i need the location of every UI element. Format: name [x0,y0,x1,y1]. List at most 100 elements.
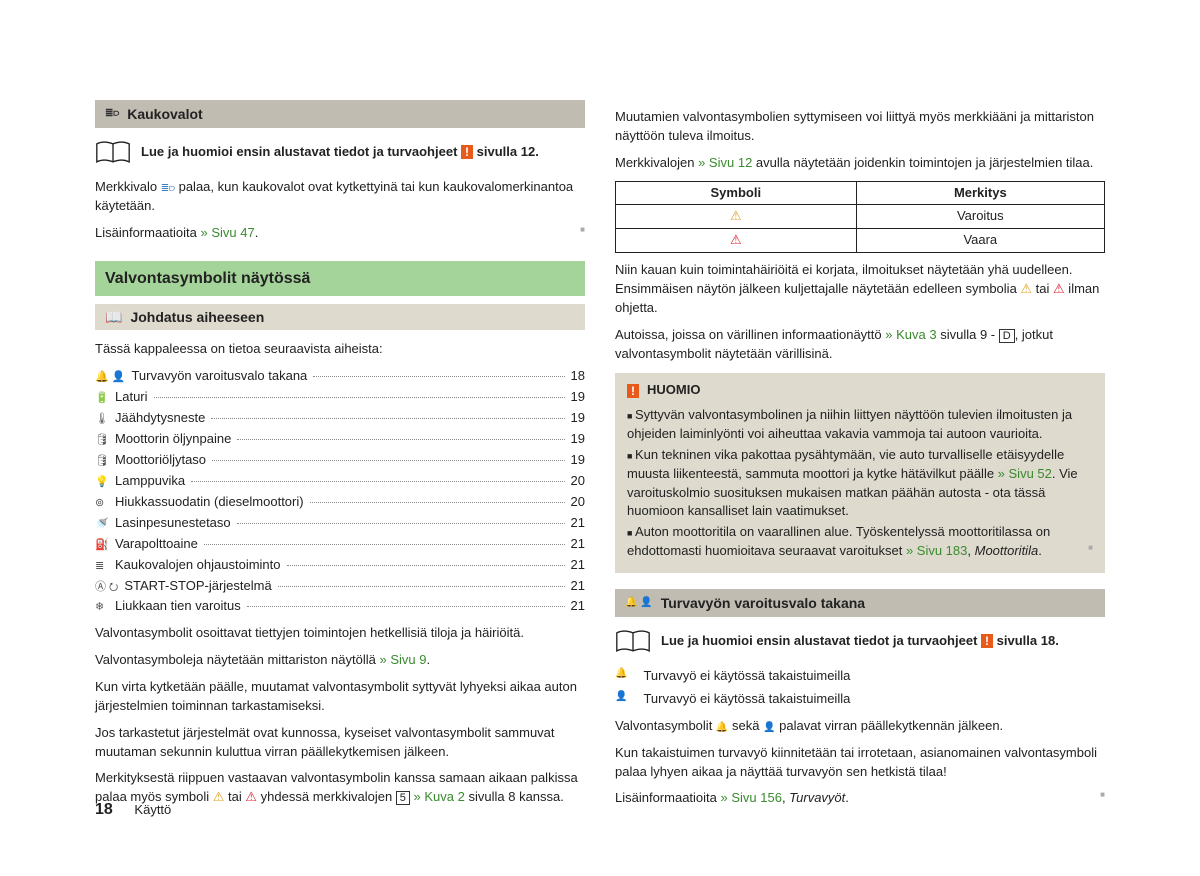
danger-triangle-icon: ⚠ [245,789,257,804]
toc-dots [211,418,564,419]
belt-status-row: 🔔 Turvavyö ei käytössä takaistuimeilla [615,667,1105,686]
paragraph: Jos tarkastetut järjestelmät ovat kunnos… [95,724,585,762]
toc-entry[interactable]: 🚿Lasinpesunestetaso21 [95,514,585,533]
callout-badge: 5 [396,791,410,805]
toc-entry[interactable]: ❄Liukkaan tien varoitus21 [95,597,585,616]
figure-ref-link[interactable]: » Kuva 3 [885,327,936,342]
intro-text: Tässä kappaleessa on tietoa seuraavista … [95,340,585,359]
seatbelt-on-icon: 👤 [763,722,775,733]
paragraph: Valvontasymbolit osoittavat tiettyjen to… [95,624,585,643]
page-ref-link[interactable]: » Sivu 12 [698,155,752,170]
callout-badge: D [999,329,1015,343]
paragraph: Kun takaistuimen turvavyö kiinnitetään t… [615,744,1105,782]
toc-entry[interactable]: Ⓐ ⭮START-STOP-järjestelmä21 [95,577,585,596]
toc-dots [204,544,565,545]
book-icon [615,627,651,655]
page-columns: ≣⫐ Kaukovalot Lue ja huomioi ensin alust… [95,100,1105,790]
toc-icon: 🛢 [95,433,109,449]
seatbelt-icon: 🔔 👤 [625,596,653,611]
warning-triangle-icon: ⚠ [1020,281,1032,296]
read-first-notice: Lue ja huomioi ensin alustavat tiedot ja… [615,627,1105,655]
toc-page: 19 [571,409,585,428]
page-ref-link[interactable]: » Sivu 183 [906,543,967,558]
warn-badge: ! [461,145,473,159]
toc-page: 20 [571,493,585,512]
table-header: Symboli [616,181,857,205]
toc-entry[interactable]: ⊚Hiukkassuodatin (dieselmoottori)20 [95,493,585,512]
paragraph: Merkkivalo ≣⫐ palaa, kun kaukovalot ovat… [95,178,585,216]
paragraph: Niin kauan kuin toimintahäiriöitä ei kor… [615,261,1105,318]
figure-ref-link[interactable]: » Kuva 2 [414,789,465,804]
toc-page: 21 [571,556,585,575]
toc-page: 19 [571,388,585,407]
highbeam-icon: ≣⫐ [161,183,175,194]
paragraph: Valvontasymboleja näytetään mittariston … [95,651,585,670]
toc-entry[interactable]: ≣ Kaukovalojen ohjaustoiminto 21 [95,556,585,575]
toc-label: Lamppuvika [115,472,185,491]
toc-label: Hiukkassuodatin (dieselmoottori) [115,493,304,512]
triangle-icon: ⚠ [730,208,742,223]
warn-badge: ! [627,384,639,398]
paragraph: Valvontasymbolit 🔔 sekä 👤 palavat virran… [615,717,1105,736]
section-end-marker: ■ [580,224,585,236]
toc-icon: 🔋 [95,391,109,407]
toc-entry[interactable]: 🛢Moottorin öljynpaine19 [95,430,585,449]
right-column: Muutamien valvontasymbolien syttymiseen … [615,100,1105,790]
paragraph: Merkkivalojen » Sivu 12 avulla näytetään… [615,154,1105,173]
seatbelt-on-icon: 👤 [615,690,627,709]
toc-dots [310,502,565,503]
seatbelt-off-icon: 🔔 [716,722,728,733]
toc-page: 21 [571,514,585,533]
section-title: Kaukovalot [127,104,202,124]
toc-label: Laturi [115,388,148,407]
page-ref-link[interactable]: » Sivu 52 [998,466,1052,481]
paragraph: Lisäinformaatioita » Sivu 156, Turvavyöt… [615,789,1105,808]
toc-label: START-STOP-järjestelmä [124,577,271,596]
toc-entry[interactable]: 🔋 Laturi 19 [95,388,585,407]
table-of-contents: 🔔 👤Turvavyön varoitusvalo takana18 🔋 Latur… [95,367,585,616]
toc-icon: ≣ [95,559,109,575]
page-ref-link[interactable]: » Sivu 47 [201,225,255,240]
toc-entry[interactable]: 🌡 Jäähdytysneste 19 [95,409,585,428]
toc-icon: ⛽ [95,538,109,554]
toc-label: Jäähdytysneste [115,409,205,428]
toc-label: Moottoriöljytaso [115,451,206,470]
warning-triangle-icon: ⚠ [213,789,225,804]
section-end-marker: ■ [1088,542,1093,554]
section-valvontasymbolit: Valvontasymbolit näytössä [95,261,585,296]
highbeam-icon: ≣⫐ [105,107,119,122]
toc-dots [191,481,564,482]
notice-item: Auton moottoritila on vaarallinen alue. … [627,523,1093,561]
notice-item: Syttyvän valvontasymbolinen ja niihin li… [627,406,1093,444]
toc-page: 19 [571,451,585,470]
paragraph: Autoissa, joissa on värillinen informaat… [615,326,1105,364]
toc-dots [278,586,565,587]
toc-dots [313,376,564,377]
toc-label: Lasinpesunestetaso [115,514,231,533]
toc-icon: 🌡 [95,412,109,428]
section-end-marker: ■ [1100,789,1105,801]
page-ref-link[interactable]: » Sivu 156 [721,790,782,805]
paragraph: Muutamien valvontasymbolien syttymiseen … [615,108,1105,146]
footer-label: Käyttö [134,802,171,817]
toc-icon: 🔔 👤 [95,370,125,386]
toc-icon: 🛢 [95,454,109,470]
toc-page: 21 [571,577,585,596]
huomio-notice: ! HUOMIO Syttyvän valvontasymbolinen ja … [615,373,1105,573]
page-ref-link[interactable]: » Sivu 9 [379,652,426,667]
paragraph: Kun virta kytketään päälle, muutamat val… [95,678,585,716]
toc-entry[interactable]: 🛢 Moottoriöljytaso 19 [95,451,585,470]
read-first-notice: Lue ja huomioi ensin alustavat tiedot ja… [95,138,585,166]
toc-page: 21 [571,535,585,554]
danger-triangle-icon: ⚠ [1053,281,1065,296]
subsection-johdatus: 📖 Johdatus aiheeseen [95,304,585,330]
toc-entry[interactable]: 💡Lamppuvika20 [95,472,585,491]
triangle-icon: ⚠ [730,232,742,247]
toc-label: Kaukovalojen ohjaustoiminto [115,556,281,575]
toc-entry[interactable]: ⛽Varapolttoaine21 [95,535,585,554]
belt-status-row: 👤 Turvavyö ei käytössä takaistuimeilla [615,690,1105,709]
toc-entry[interactable]: 🔔 👤Turvavyön varoitusvalo takana18 [95,367,585,386]
toc-page: 19 [571,430,585,449]
toc-page: 21 [571,597,585,616]
section-kaukovalot: ≣⫐ Kaukovalot [95,100,585,128]
